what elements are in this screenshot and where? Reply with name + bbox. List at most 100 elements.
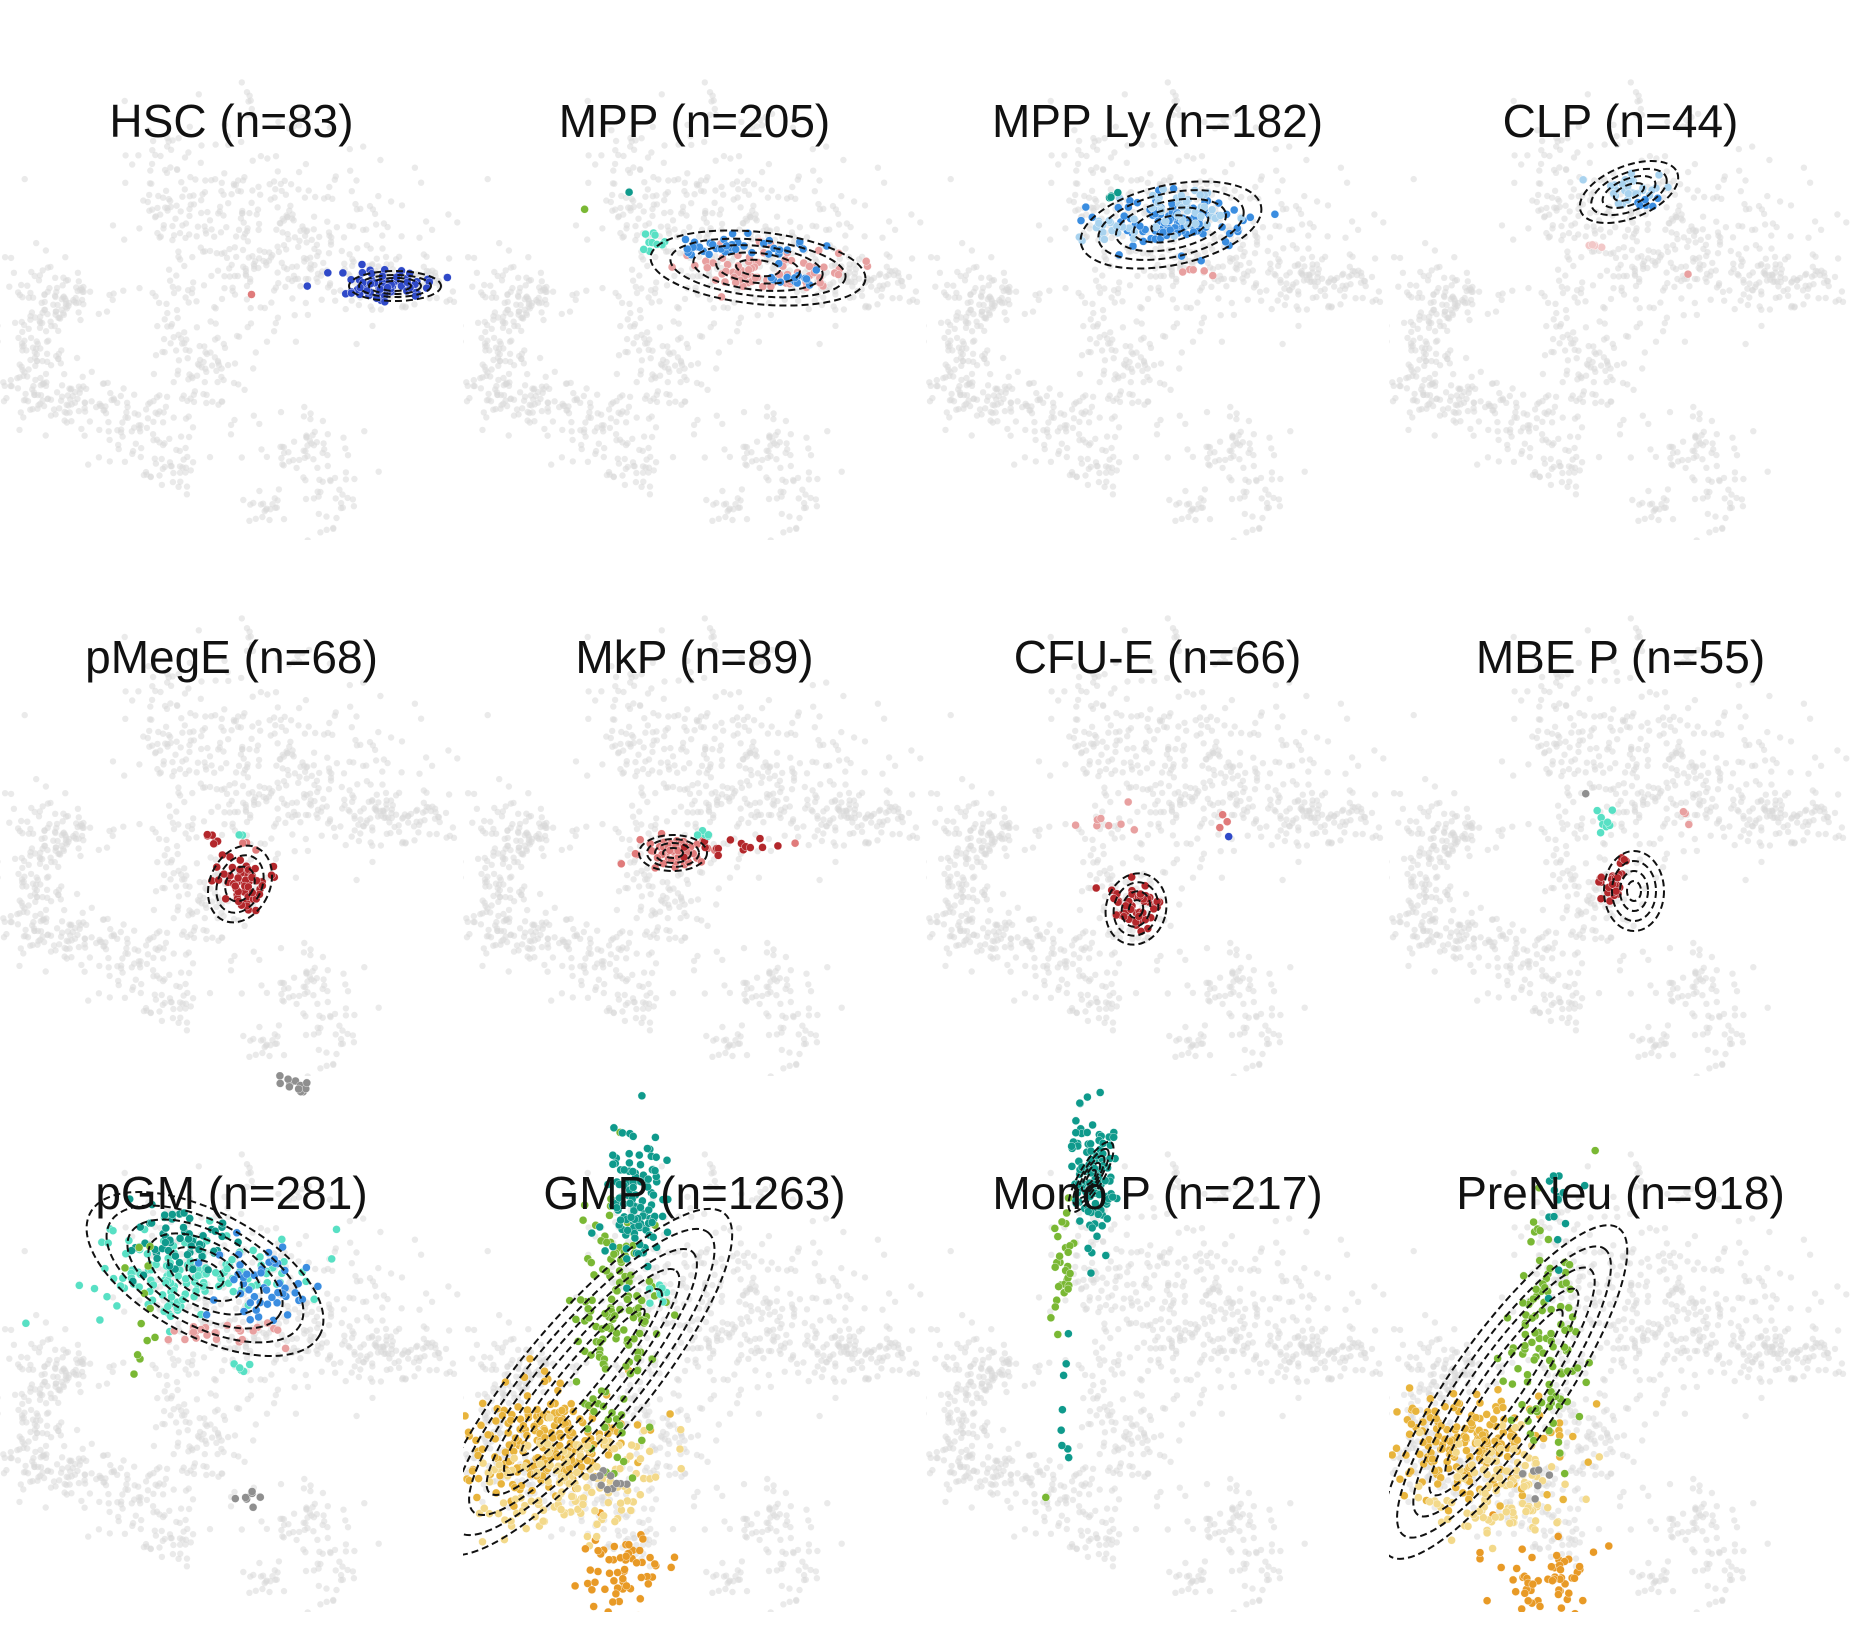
background-point: [680, 229, 688, 236]
background-point: [1566, 478, 1573, 485]
background-point: [603, 471, 611, 479]
background-point: [186, 205, 193, 213]
background-point: [1620, 272, 1627, 280]
background-point: [344, 494, 351, 502]
background-point: [214, 267, 222, 274]
background-point: [622, 419, 630, 426]
background-point: [568, 428, 575, 435]
background-point: [16, 361, 23, 368]
background-point: [314, 464, 321, 471]
background-point: [169, 283, 176, 290]
background-point: [1512, 409, 1519, 416]
background-point: [1496, 389, 1503, 397]
background-point: [1416, 312, 1423, 320]
background-point: [1453, 392, 1460, 399]
background-point: [802, 491, 809, 498]
background-point: [399, 304, 406, 311]
background-point: [481, 318, 488, 326]
background-point: [1546, 152, 1553, 160]
background-point: [75, 278, 83, 285]
background-point: [337, 499, 345, 507]
background-point: [297, 283, 304, 290]
background-point: [598, 422, 605, 429]
background-point: [1295, 306, 1302, 313]
background-point: [275, 248, 283, 256]
cell-point: [303, 281, 312, 291]
background-point: [886, 253, 893, 260]
background-point: [840, 156, 847, 164]
background-point: [696, 332, 704, 340]
background-point: [612, 431, 620, 438]
background-point: [1137, 303, 1144, 311]
background-point: [1228, 447, 1235, 455]
background-point: [154, 229, 161, 237]
background-point: [1172, 92, 1179, 99]
background-point: [247, 275, 254, 283]
background-point: [861, 202, 869, 209]
background-point: [759, 456, 766, 464]
cell-point: [624, 187, 634, 197]
background-point: [287, 738, 294, 745]
background-point: [1532, 424, 1540, 432]
background-point: [173, 202, 180, 209]
background-point: [246, 92, 253, 99]
background-point: [695, 233, 703, 240]
background-point: [277, 408, 285, 416]
background-point: [988, 297, 996, 305]
background-point: [267, 254, 275, 261]
background-point: [271, 730, 278, 737]
background-point: [1551, 187, 1559, 194]
background-point: [243, 111, 251, 119]
background-point: [27, 334, 35, 342]
background-point: [711, 199, 718, 206]
background-point: [325, 765, 333, 772]
background-point: [264, 155, 271, 162]
cell-point: [1606, 181, 1615, 191]
contour-line: [692, 244, 824, 292]
background-point: [635, 215, 642, 222]
background-point: [810, 167, 817, 174]
background-point: [105, 428, 112, 435]
background-point: [1306, 272, 1313, 279]
cell-point: [1578, 175, 1588, 185]
background-point: [926, 379, 933, 386]
background-point: [1090, 204, 1097, 212]
background-point: [637, 371, 644, 378]
background-point: [1776, 198, 1784, 205]
background-point: [1190, 155, 1197, 162]
background-point: [1250, 462, 1257, 470]
background-point: [1558, 137, 1565, 144]
background-point: [1090, 309, 1097, 317]
background-point: [498, 277, 506, 284]
background-point: [612, 147, 619, 154]
background-point: [1525, 284, 1532, 292]
background-point: [1815, 295, 1822, 302]
background-point: [1048, 152, 1055, 159]
background-point: [559, 426, 566, 434]
background-point: [1055, 161, 1062, 168]
background-point: [767, 453, 774, 460]
background-point: [173, 166, 181, 173]
background-point: [117, 392, 125, 400]
background-point: [615, 460, 623, 467]
background-point: [1107, 186, 1114, 193]
background-point: [1083, 152, 1090, 160]
background-point: [307, 802, 315, 809]
background-point: [243, 296, 251, 303]
background-point: [1730, 260, 1737, 267]
background-point: [119, 419, 126, 426]
background-point: [1737, 188, 1744, 195]
background-point: [1743, 245, 1750, 252]
background-point: [840, 306, 848, 313]
background-point: [1066, 197, 1073, 204]
background-point: [1520, 391, 1527, 398]
background-point: [832, 261, 839, 268]
background-point: [1226, 474, 1233, 481]
background-point: [490, 289, 497, 297]
background-point: [193, 372, 201, 379]
background-point: [1362, 282, 1369, 290]
background-point: [1749, 287, 1757, 294]
cell-point: [1151, 222, 1160, 232]
background-point: [85, 461, 92, 468]
background-point: [1268, 445, 1275, 452]
